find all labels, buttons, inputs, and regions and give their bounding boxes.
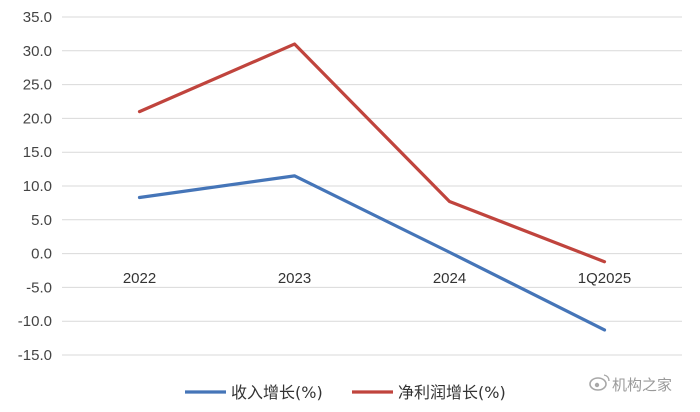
- y-tick-label: 30.0: [23, 43, 52, 60]
- watermark: 机构之家: [589, 374, 672, 394]
- x-tick-label: 2024: [433, 270, 466, 287]
- y-tick-label: -15.0: [18, 347, 52, 364]
- y-tick-label: 10.0: [23, 178, 52, 195]
- gridlines: [62, 16, 682, 356]
- watermark-text: 机构之家: [612, 376, 672, 394]
- y-tick-label: -5.0: [26, 279, 52, 296]
- y-tick-label: 35.0: [23, 9, 52, 26]
- x-tick-label: 2022: [123, 270, 156, 287]
- y-tick-label: 25.0: [23, 77, 52, 94]
- y-tick-label: -10.0: [18, 313, 52, 330]
- y-tick-label: 15.0: [23, 144, 52, 161]
- legend-label: 收入增长(%): [231, 383, 323, 402]
- legend: 收入增长(%) 净利润增长(%): [185, 383, 506, 402]
- legend-label: 净利润增长(%): [398, 383, 506, 402]
- legend-item: 收入增长(%): [185, 383, 323, 402]
- y-tick-label: 20.0: [23, 110, 52, 127]
- series-line: [137, 42, 607, 264]
- x-tick-label: 1Q2025: [578, 270, 631, 287]
- series-1: [137, 174, 607, 332]
- series-line: [137, 174, 607, 332]
- y-tick-label: 0.0: [31, 246, 52, 263]
- y-axis-tick-labels: 35.0 30.0 25.0 20.0 15.0 10.0 5.0 0.0 -5.0 -10.0 -…: [18, 9, 52, 364]
- x-axis-category-labels: 2022 2023 2024 1Q2025: [123, 270, 631, 287]
- series-lines: [137, 42, 607, 332]
- series-2: [137, 42, 607, 264]
- y-tick-label: 5.0: [31, 212, 52, 229]
- legend-item: 净利润增长(%): [352, 383, 506, 402]
- x-tick-label: 2023: [278, 270, 311, 287]
- weibo-icon: [589, 374, 610, 391]
